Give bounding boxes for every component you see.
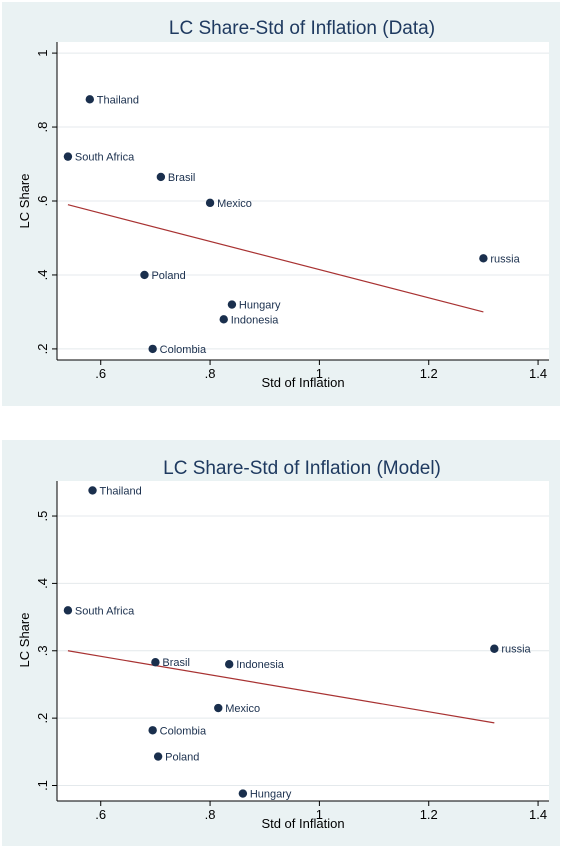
chart-data-svg: LC Share-Std of Inflation (Data) .2 .4 .6.… [17, 18, 549, 390]
grid-lines [57, 52, 549, 350]
y-tick-label: .8 [35, 122, 50, 133]
x-axis-title: Std of Inflation [261, 816, 344, 831]
data-point [88, 486, 97, 495]
y-tick-label: .5 [35, 511, 50, 522]
y-tick-label: .4 [35, 270, 50, 281]
chart-panel-data: LC Share-Std of Inflation (Data) .2 .4 .6.… [2, 2, 560, 406]
x-tick-label: 1 [316, 807, 323, 822]
fit-line [67, 650, 495, 724]
y-tick-label: .2 [35, 343, 50, 354]
data-point [490, 644, 499, 653]
point-label: Thailand [100, 485, 142, 497]
grid-lines [57, 515, 549, 787]
point-label: Brasil [168, 172, 196, 184]
point-label: Poland [151, 270, 185, 282]
point-label: Mexico [217, 198, 252, 210]
data-point [63, 606, 73, 615]
data-point [205, 198, 215, 208]
point-label: South Africa [75, 605, 135, 617]
point-label: Poland [165, 752, 199, 764]
data-point [148, 344, 157, 354]
point-label: Thailand [97, 94, 139, 106]
x-tick-label: .6 [95, 807, 106, 822]
chart-title: LC Share-Std of Inflation (Model) [163, 458, 441, 479]
chart-model-svg: LC Share-Std of Inflation (Model) .1 .2 .3… [17, 458, 549, 831]
data-point [85, 95, 95, 104]
data-point [225, 660, 234, 669]
data-point [219, 315, 228, 324]
point-label: South Africa [75, 152, 135, 164]
y-tick-label: 1 [35, 49, 50, 56]
y-axis-title: LC Share [17, 174, 32, 229]
x-tick-label: 1.4 [529, 807, 547, 822]
point-label: Indonesia [231, 314, 280, 326]
chart-title: LC Share-Std of Inflation (Data) [169, 18, 435, 39]
data-points: Thailand South Africa Brasil Indonesia Mexic… [63, 485, 532, 801]
x-tick-label: .6 [95, 366, 106, 381]
x-tick-label: 1.2 [420, 366, 438, 381]
data-point [153, 752, 163, 761]
data-points: Thailand South Africa Brasil Mexico Poland Hu… [63, 94, 521, 356]
y-tick-label: .4 [35, 578, 50, 589]
y-tick-label: .3 [35, 645, 50, 656]
point-label: Mexico [225, 703, 260, 715]
point-label: Hungary [250, 789, 292, 801]
data-point [140, 270, 149, 280]
point-label: Hungary [239, 300, 281, 312]
x-tick-label: 1 [316, 366, 323, 381]
data-point [238, 789, 248, 798]
fit-line [67, 204, 484, 313]
data-point [156, 172, 166, 182]
x-tick-label: 1.2 [420, 807, 438, 822]
point-label: russia [490, 253, 520, 265]
data-point [214, 703, 223, 713]
plot-area [57, 481, 549, 801]
data-point [151, 658, 160, 667]
y-tick-label: .1 [35, 780, 50, 791]
data-point [148, 726, 157, 735]
chart-panel-model: LC Share-Std of Inflation (Model) .1 .2 .3… [2, 440, 560, 846]
axis-ticks: .2 .4 .6 .8 1 .6 .8 1 1.2 1.4 [35, 49, 547, 381]
data-point [479, 254, 488, 263]
x-tick-label: .8 [205, 807, 216, 822]
y-axis-title: LC Share [17, 613, 32, 668]
data-point [227, 300, 237, 309]
point-label: Colombia [160, 344, 207, 356]
x-tick-label: .8 [205, 366, 216, 381]
axis-ticks: .1 .2 .3 .4 .5 .6 .8 1 1.2 1.4 [35, 511, 547, 822]
point-label: Colombia [160, 725, 207, 737]
point-label: russia [501, 644, 531, 656]
point-label: Brasil [162, 657, 190, 669]
x-axis-title: Std of Inflation [261, 375, 344, 390]
data-point [63, 152, 73, 161]
x-tick-label: 1.4 [529, 366, 547, 381]
y-tick-label: .2 [35, 713, 50, 724]
y-tick-label: .6 [35, 196, 50, 207]
point-label: Indonesia [236, 659, 285, 671]
